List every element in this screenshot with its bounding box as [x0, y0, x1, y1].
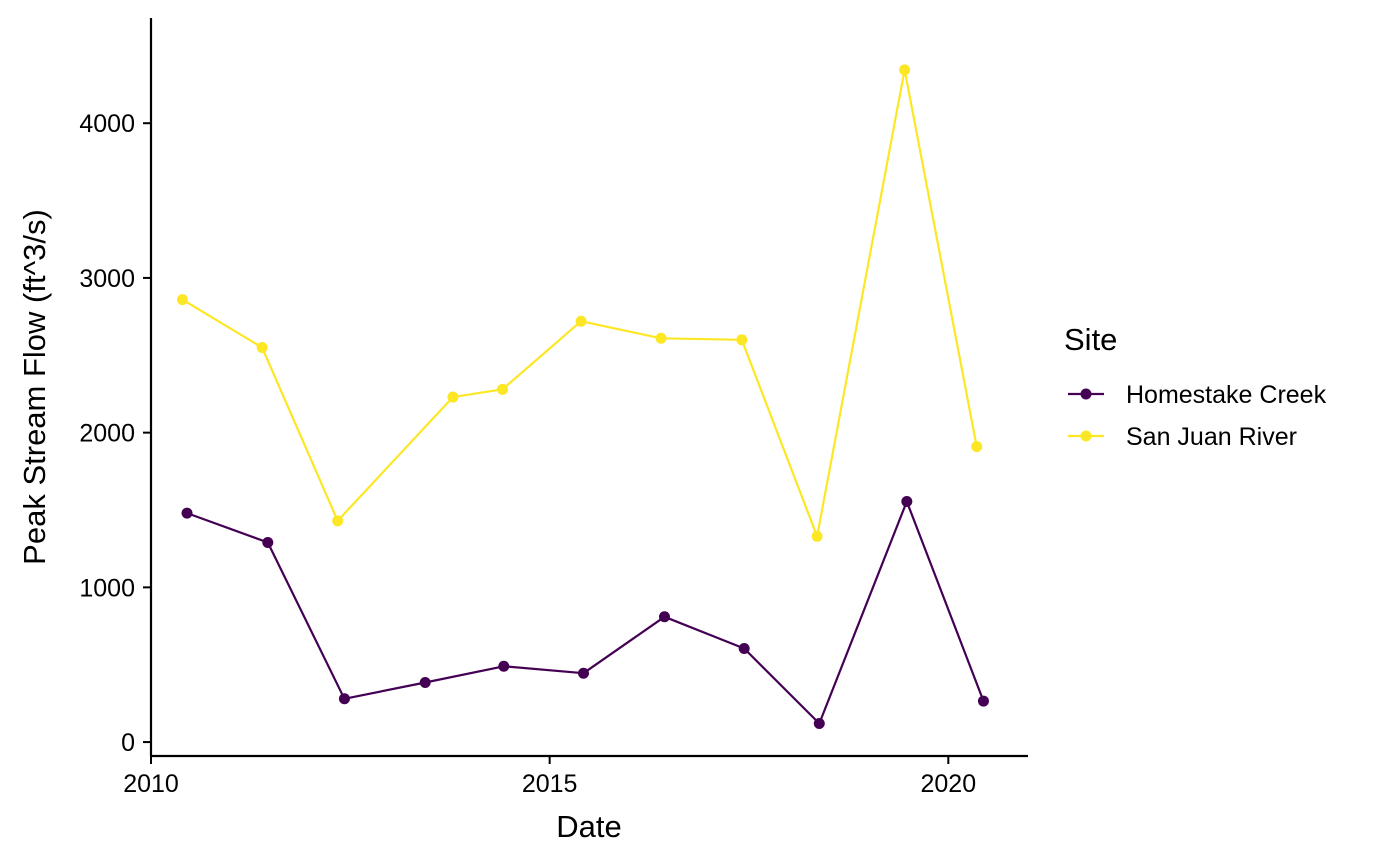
x-axis-title: Date [556, 809, 621, 844]
data-point [332, 515, 344, 527]
y-axis-title: Peak Stream Flow (ft^3/s) [17, 209, 52, 565]
legend-key-point [1080, 388, 1092, 400]
data-point [738, 642, 750, 654]
y-tick-label: 0 [121, 729, 135, 757]
data-point [577, 667, 589, 679]
y-tick-label: 3000 [79, 265, 135, 293]
data-point [176, 294, 188, 306]
data-point [811, 530, 823, 542]
y-tick-label: 4000 [79, 110, 135, 138]
data-point [901, 495, 913, 507]
data-point [971, 441, 983, 453]
x-tick-label: 2010 [123, 770, 179, 798]
x-tick-label: 2015 [522, 770, 578, 798]
series-line-0 [186, 500, 985, 725]
x-ticks: 2010 2015 2020 [123, 756, 976, 798]
x-tick-label: 2020 [920, 770, 976, 798]
data-point [575, 315, 587, 327]
y-tick-label: 1000 [79, 574, 135, 602]
data-point [655, 332, 667, 344]
data-point [496, 383, 508, 395]
legend-key-point [1080, 430, 1092, 442]
legend-label: Homestake Creek [1126, 381, 1327, 409]
legend: Site Homestake Creek San Juan River [1064, 322, 1327, 451]
data-point [338, 693, 350, 705]
legend-items: Homestake Creek San Juan River [1068, 381, 1327, 451]
legend-label: San Juan River [1126, 423, 1297, 451]
axes: 2010 2015 2020 0 1000 2000 3000 4000 [79, 18, 1028, 798]
plot-series [176, 64, 989, 730]
legend-title: Site [1064, 322, 1117, 357]
data-point [498, 660, 510, 672]
data-point [181, 507, 193, 519]
data-point [256, 342, 268, 354]
y-ticks: 0 1000 2000 3000 4000 [79, 110, 151, 757]
data-point [736, 334, 748, 346]
data-point [447, 391, 459, 403]
data-point [658, 611, 670, 623]
data-point [977, 695, 989, 707]
data-point [899, 64, 911, 76]
data-point [419, 677, 431, 689]
data-point [813, 718, 825, 730]
series-line-1 [181, 68, 978, 538]
y-tick-label: 2000 [79, 420, 135, 448]
data-point [262, 536, 274, 548]
